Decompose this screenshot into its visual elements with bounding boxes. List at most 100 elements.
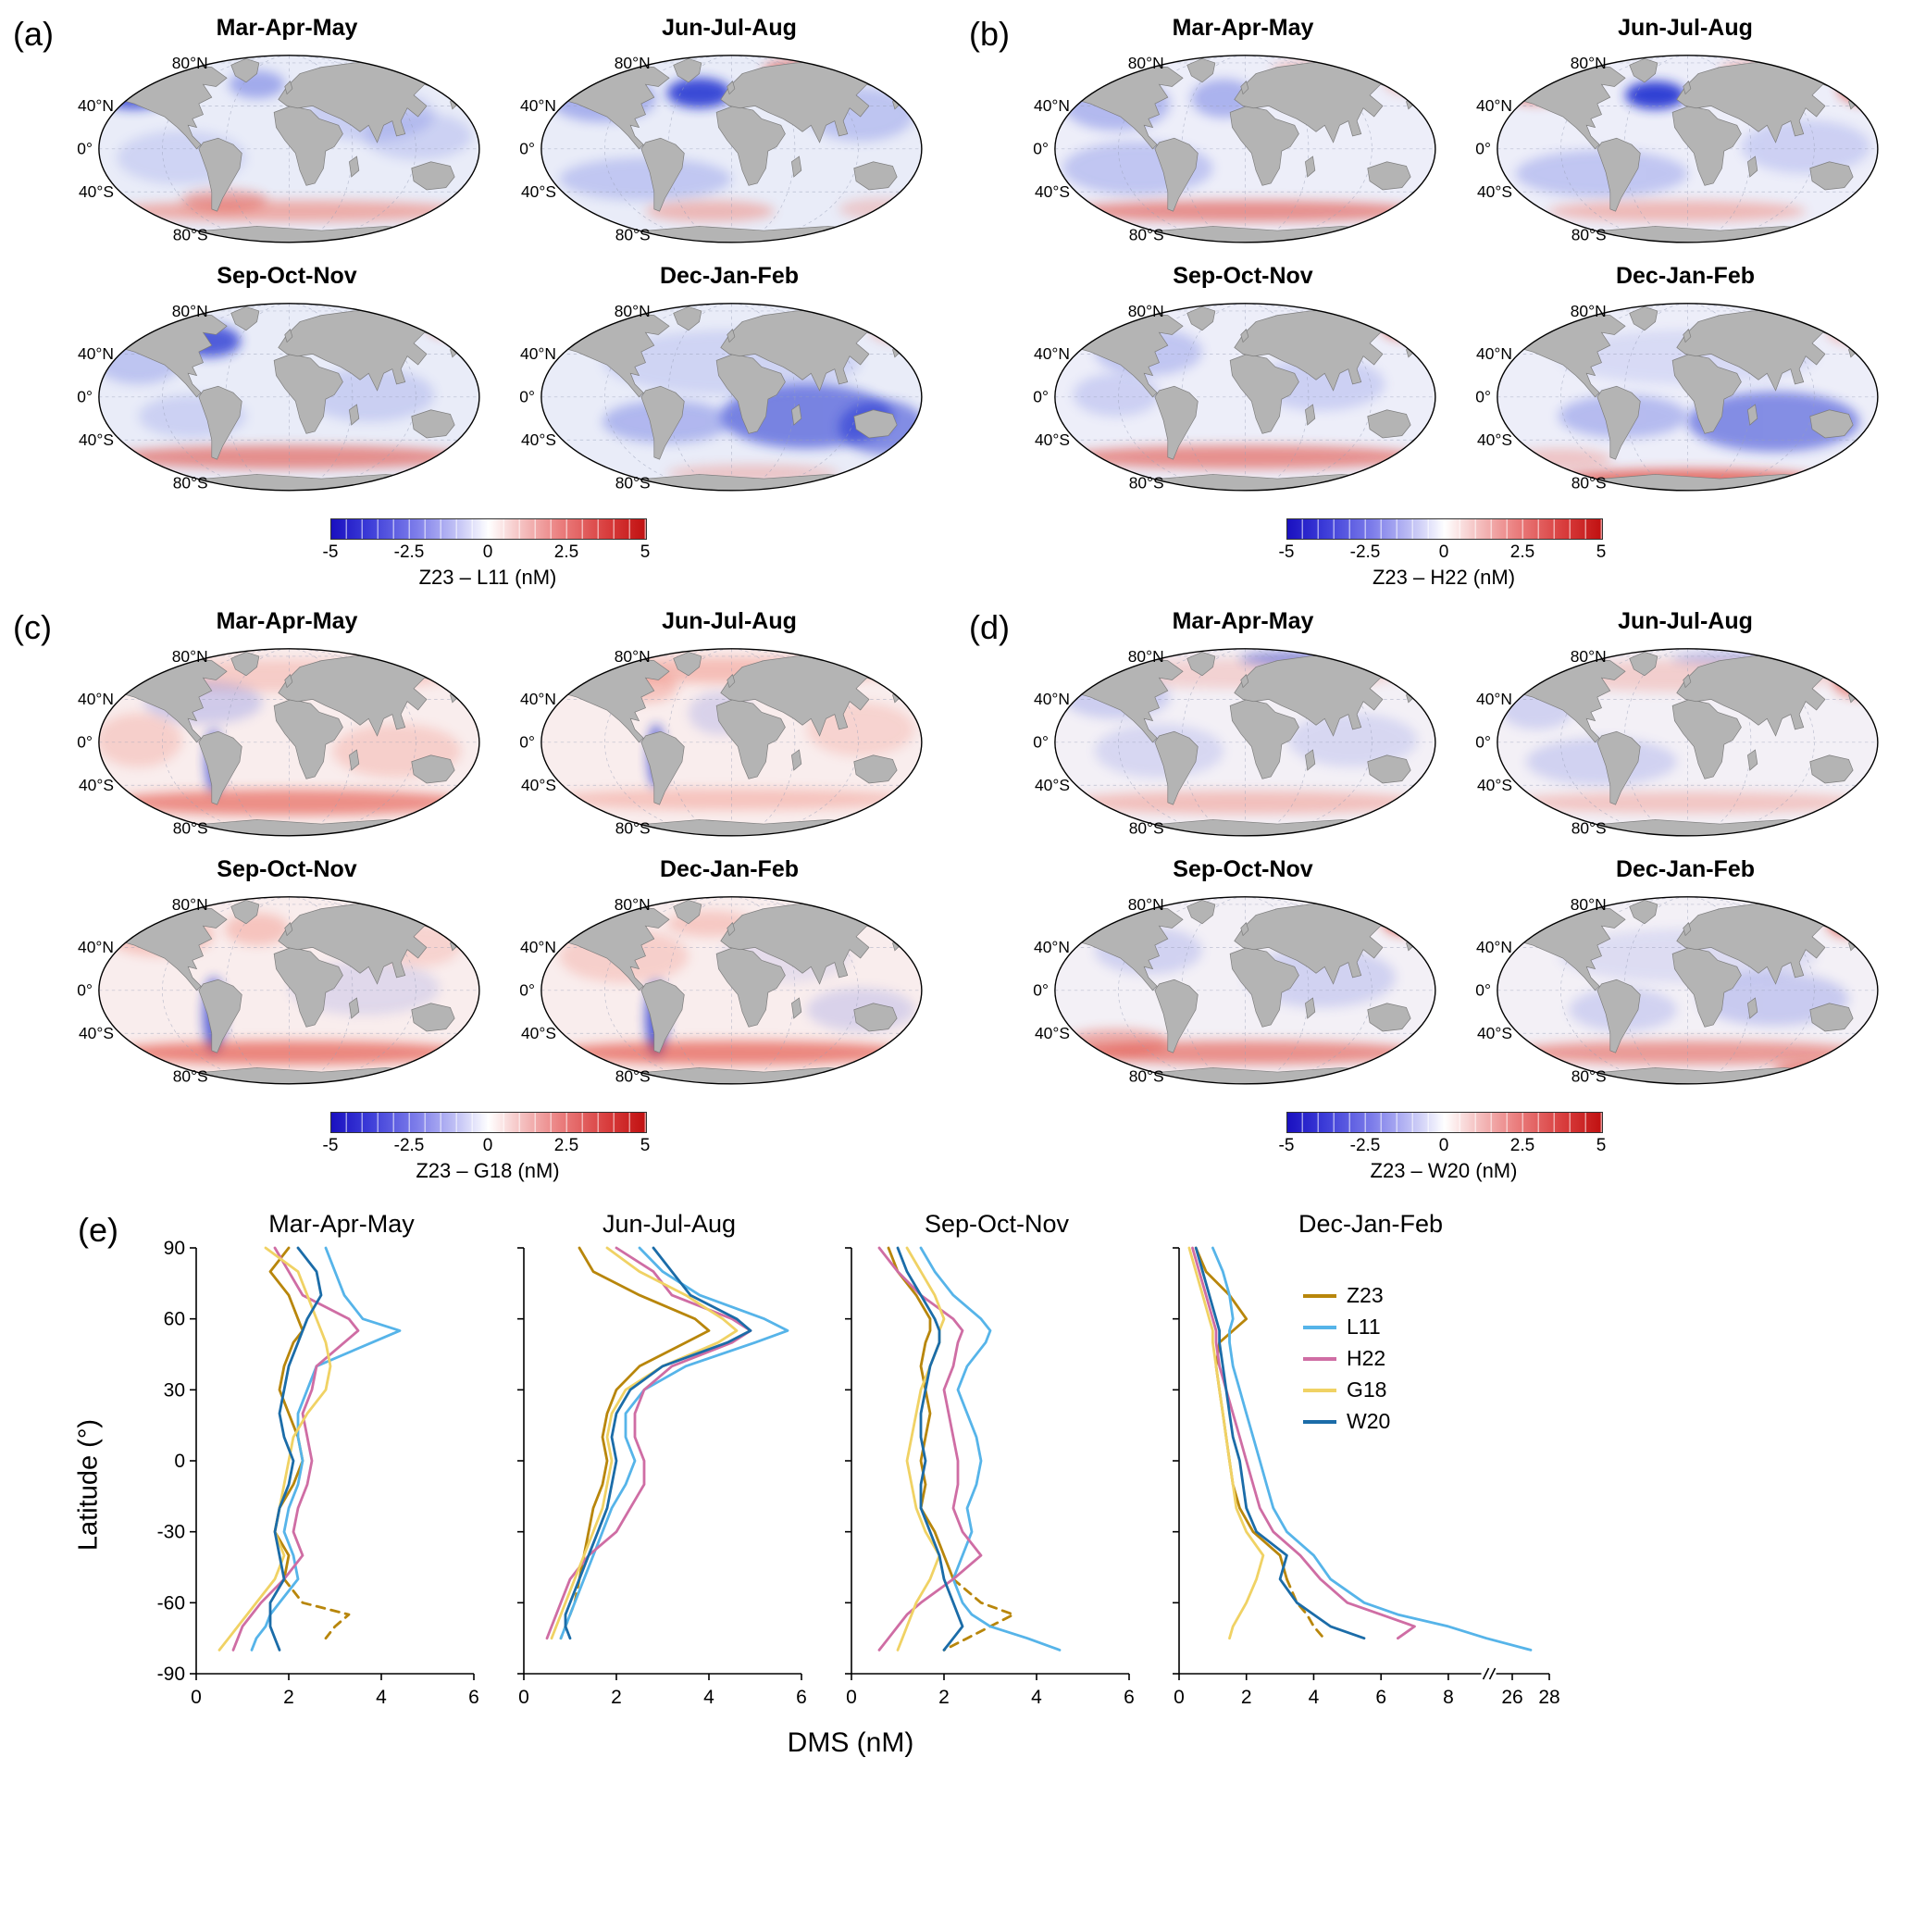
lat-tick-label: 40°N [78, 96, 114, 115]
colorbar: -5 -2.5 0 2.5 5 Z23 – W20 (nM) [1279, 1112, 1607, 1183]
map-season-title: Sep-Oct-Nov [217, 856, 357, 882]
colorbar-label: Z23 – L11 (nM) [418, 566, 557, 589]
subplot-title: Mar-Apr-May [268, 1210, 415, 1238]
world-map: 80°N 40°N 0° 40°S 80°S [77, 895, 480, 1086]
lat-tick-label: 80°S [1129, 1067, 1164, 1086]
y-tick-label: -60 [157, 1592, 185, 1614]
series-W20 [896, 1246, 964, 1652]
x-tick-label: 6 [1375, 1687, 1386, 1708]
colorbar-tick-label: -2.5 [393, 1136, 425, 1155]
x-tick-label: 4 [376, 1687, 387, 1708]
map-outline [98, 55, 480, 243]
series-G18 [896, 1246, 946, 1652]
legend-label: L11 [1347, 1315, 1381, 1339]
y-axis-label: Latitude (°) [73, 1418, 104, 1552]
legend-item-L11: L11 [1303, 1315, 1390, 1340]
map-season-title: Dec-Jan-Feb [659, 263, 800, 289]
lat-tick-label: 40°N [78, 938, 114, 956]
map-season-title: Dec-Jan-Feb [1615, 263, 1756, 289]
map-cell: Jun-Jul-Aug 80°N 40°N 0° 40°S 80°S [489, 606, 931, 854]
map-outline [98, 303, 480, 492]
world-map: 80°N 40°N 0° 40°S 80°S [1033, 647, 1436, 838]
map-outline [1054, 55, 1436, 243]
map-cell: Dec-Jan-Feb 80°N 40°N 0° 40°S 80°S [1445, 854, 1887, 1103]
line-plot: 0 2 4 6 [845, 1246, 1135, 1708]
x-tick-label: 6 [796, 1687, 807, 1708]
series-L11 [250, 1246, 402, 1652]
lat-tick-label: 80°N [172, 54, 208, 72]
lat-tick-label: 80°S [1571, 1067, 1607, 1086]
lat-tick-label: 80°S [615, 474, 651, 492]
map-season-title: Jun-Jul-Aug [662, 15, 797, 41]
y-tick-label: 90 [164, 1240, 185, 1259]
lat-tick-label: 0° [519, 733, 535, 752]
lat-tick-label: 80°N [1128, 647, 1164, 666]
map-outline [540, 896, 923, 1085]
world-map: 80°N 40°N 0° 40°S 80°S [1033, 302, 1436, 492]
line-plots-row: Mar-Apr-May 90 60 30 0 -30 -60 -90 0 2 4 6 Jun-Jul-A… [0, 1207, 1913, 1726]
colorbar-tick-label: 5 [1596, 1136, 1607, 1155]
panel-e: (e) Latitude (°) Mar-Apr-May 90 60 30 0 -30 -60-… [0, 1207, 1913, 1800]
legend-item-W20: W20 [1303, 1409, 1390, 1434]
colorbar-ticks: -5 -2.5 0 2.5 5 [1279, 1133, 1607, 1157]
axes [845, 1247, 1130, 1680]
legend-line-swatch-Z23 [1303, 1293, 1336, 1298]
map-season-title: Sep-Oct-Nov [1173, 856, 1313, 882]
lat-tick-label: 0° [1033, 733, 1049, 752]
y-tick-label: 60 [164, 1309, 185, 1330]
lat-tick-label: 80°N [615, 54, 651, 72]
x-tick-label: 28 [1538, 1687, 1559, 1708]
colorbar-label: Z23 – H22 (nM) [1372, 566, 1516, 589]
x-tick-label: 2 [938, 1687, 950, 1708]
lat-tick-label: 80°S [615, 1067, 651, 1086]
seasonal-maps-grid: Mar-Apr-May 80°N 40°N 0° 40°S 80°S Jun-Jul-Aug… [1002, 13, 1887, 509]
map-outline [1054, 896, 1436, 1085]
lat-tick-label: 40°N [1476, 690, 1512, 708]
colorbar-gradient [330, 518, 647, 540]
lat-tick-label: 80°N [615, 647, 651, 666]
colorbar-tick-label: 2.5 [553, 542, 579, 562]
lat-tick-label: 80°S [1571, 474, 1607, 492]
subplot-title: Sep-Oct-Nov [924, 1210, 1070, 1238]
world-map: 80°N 40°N 0° 40°S 80°S [1475, 895, 1879, 1086]
lat-tick-label: 80°S [1129, 819, 1164, 838]
series-H22 [877, 1246, 983, 1652]
world-map: 80°N 40°N 0° 40°S 80°S [1033, 54, 1436, 244]
series-G18 [1187, 1246, 1265, 1640]
lat-tick-label: 40°N [1476, 96, 1512, 115]
lat-tick-label: 80°N [172, 647, 208, 666]
map-cell: Mar-Apr-May 80°N 40°N 0° 40°S 80°S [1002, 13, 1445, 261]
x-tick-label: 4 [1309, 1687, 1320, 1708]
lat-tick-label: 40°S [1477, 430, 1512, 449]
lat-tick-label: 0° [1033, 388, 1049, 406]
colorbar-ticks: -5 -2.5 0 2.5 5 [1279, 540, 1607, 564]
lat-tick-label: 40°N [1034, 938, 1070, 956]
lat-tick-label: 80°N [172, 895, 208, 914]
map-cell: Sep-Oct-Nov 80°N 40°N 0° 40°S 80°S [1002, 854, 1445, 1103]
subplot-title: Dec-Jan-Feb [1298, 1210, 1444, 1238]
colorbar-ticks: -5 -2.5 0 2.5 5 [323, 540, 651, 564]
map-season-title: Jun-Jul-Aug [1618, 15, 1753, 41]
line-plot: 0 2 4 6 8 26 28 [1173, 1246, 1560, 1708]
legend-label: Z23 [1347, 1283, 1384, 1307]
lat-tick-label: 40°S [1477, 182, 1512, 201]
x-tick-label: 0 [1174, 1687, 1185, 1708]
map-panel-b: (b) Mar-Apr-May 80°N 40°N 0° 40°S 80°S Jun-Jul-… [956, 6, 1912, 590]
x-tick-label: 6 [468, 1687, 479, 1708]
world-map: 80°N 40°N 0° 40°S 80°S [519, 302, 923, 492]
colorbar-tick-label: 5 [1596, 542, 1607, 562]
axes [517, 1247, 802, 1680]
legend-line-swatch-L11 [1303, 1325, 1336, 1329]
colorbar-tick-label: -5 [1278, 542, 1295, 562]
lat-tick-label: 0° [77, 981, 93, 1000]
colorbar-tick-label: -2.5 [393, 542, 425, 562]
figure-page: (a) Mar-Apr-May 80°N 40°N 0° 40°S 80°S Jun-Jul-… [0, 6, 1913, 1800]
world-map: 80°N 40°N 0° 40°S 80°S [77, 54, 480, 244]
lat-tick-label: 80°N [1571, 302, 1607, 320]
lat-tick-label: 40°S [79, 776, 114, 794]
map-cell: Jun-Jul-Aug 80°N 40°N 0° 40°S 80°S [1445, 606, 1887, 854]
map-outline [98, 896, 480, 1085]
lat-tick-label: 40°S [1035, 182, 1070, 201]
seasonal-maps-grid: Mar-Apr-May 80°N 40°N 0° 40°S 80°S Jun-Jul-Aug… [1002, 606, 1887, 1103]
seasonal-maps-grid: Mar-Apr-May 80°N 40°N 0° 40°S 80°S Jun-Jul-Aug… [46, 13, 931, 509]
